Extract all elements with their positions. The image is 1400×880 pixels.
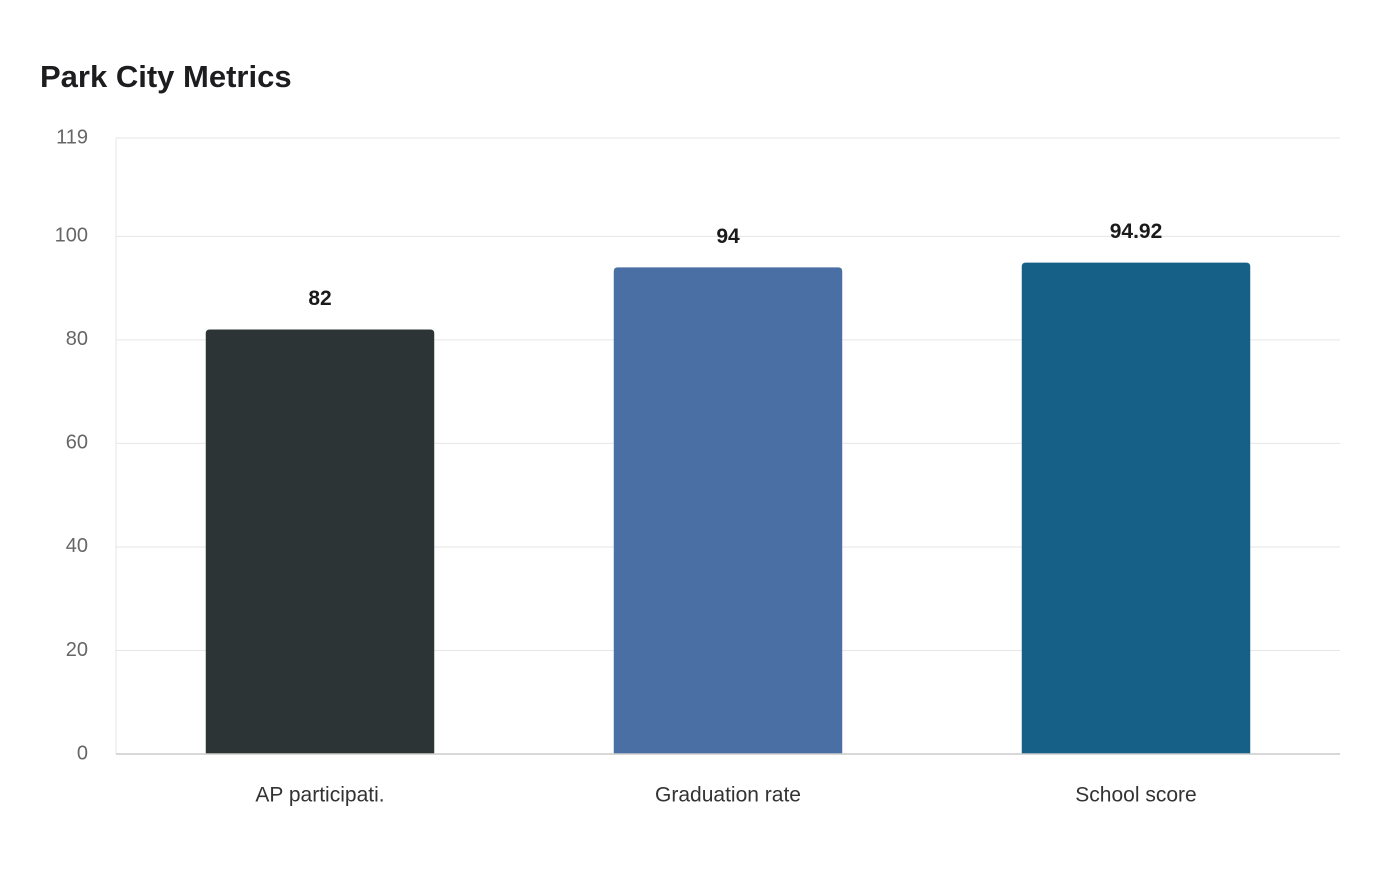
x-tick-label: AP participati. [255, 784, 384, 807]
bar [613, 267, 843, 754]
data-label: 94.92 [1110, 220, 1163, 243]
y-tick-label: 60 [66, 432, 88, 454]
x-tick-label: Graduation rate [655, 784, 801, 807]
x-tick-label: School score [1075, 784, 1196, 807]
bar [205, 329, 435, 754]
data-label: 82 [308, 287, 331, 310]
bars [205, 262, 1251, 754]
y-tick-label: 80 [66, 328, 88, 350]
data-label: 94 [716, 225, 740, 248]
y-tick-label: 0 [77, 742, 88, 764]
y-tick-label: 40 [66, 535, 88, 557]
chart-title: Park City Metrics [40, 59, 292, 94]
y-tick-label: 100 [55, 225, 88, 247]
y-tick-label: 119 [56, 126, 88, 148]
y-tick-label: 20 [66, 639, 88, 661]
labels: 0 20 40 60 80 100 119 82 AP participati. 94 Gradua… [55, 126, 1197, 806]
axes [115, 138, 1340, 755]
bar [1021, 262, 1251, 754]
